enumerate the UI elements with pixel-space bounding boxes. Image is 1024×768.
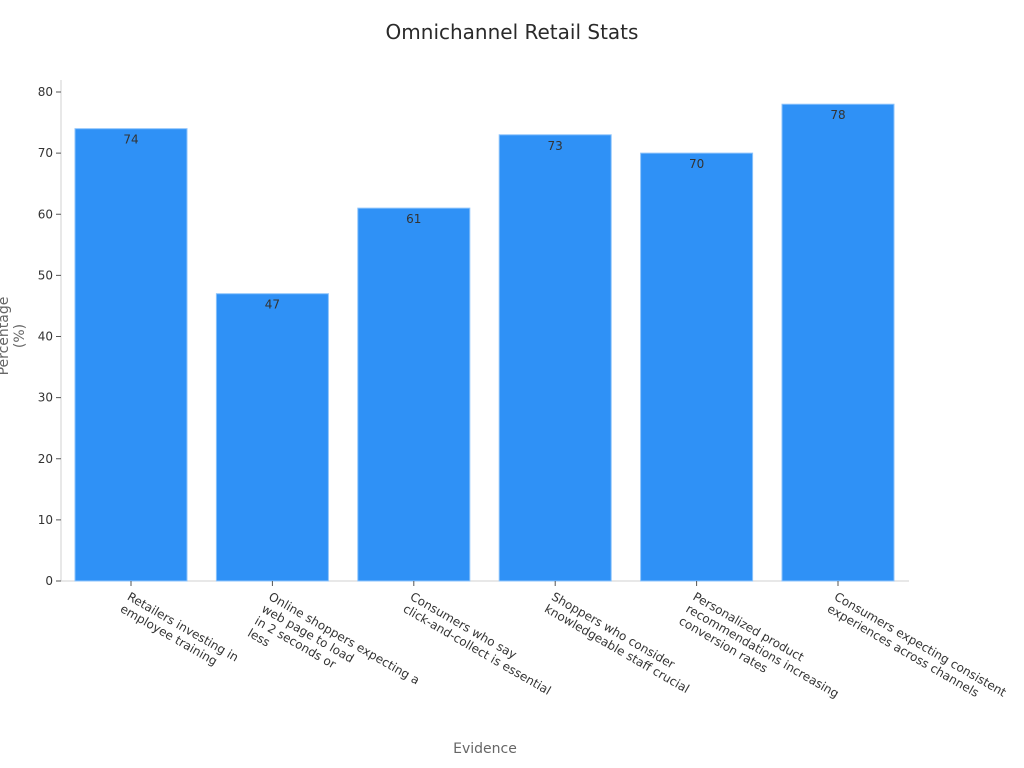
y-tick-label: 0 — [45, 574, 53, 588]
bar-value-label: 74 — [123, 133, 138, 147]
y-tick-label: 70 — [38, 146, 53, 160]
x-axis-label: Evidence — [453, 741, 517, 757]
y-tick-label: 10 — [38, 513, 53, 527]
y-tick-label: 30 — [38, 391, 53, 405]
bar-value-label: 61 — [406, 212, 421, 226]
y-tick-label: 20 — [38, 452, 53, 466]
y-tick-label: 50 — [38, 268, 53, 282]
bar — [215, 293, 329, 582]
bar — [357, 207, 471, 582]
svg-text:Consumers expecting consistent: Consumers expecting consistent — [832, 589, 1009, 699]
bar-value-label: 47 — [265, 298, 280, 312]
bar — [498, 134, 612, 582]
svg-text:click-and-collect is essential: click-and-collect is essential — [401, 602, 554, 698]
svg-text:recommendations increasing: recommendations increasing — [684, 602, 842, 701]
bar-value-label: 70 — [689, 157, 704, 171]
y-tick-label: 60 — [38, 207, 53, 221]
svg-text:Shoppers who consider: Shoppers who consider — [549, 589, 677, 671]
svg-text:experiences across channels: experiences across channels — [825, 602, 981, 700]
bar-value-label: 73 — [548, 139, 563, 153]
chart-title: Omnichannel Retail Stats — [385, 20, 639, 44]
y-tick-label: 80 — [38, 85, 53, 99]
bar — [781, 103, 895, 582]
svg-text:knowledgeable staff crucial: knowledgeable staff crucial — [542, 602, 692, 696]
bar — [640, 152, 754, 582]
bar-value-label: 78 — [830, 108, 845, 122]
bar — [74, 128, 188, 582]
y-tick-label: 40 — [38, 330, 53, 344]
x-tick-label: Consumers expecting consistentexperience… — [825, 589, 1009, 700]
